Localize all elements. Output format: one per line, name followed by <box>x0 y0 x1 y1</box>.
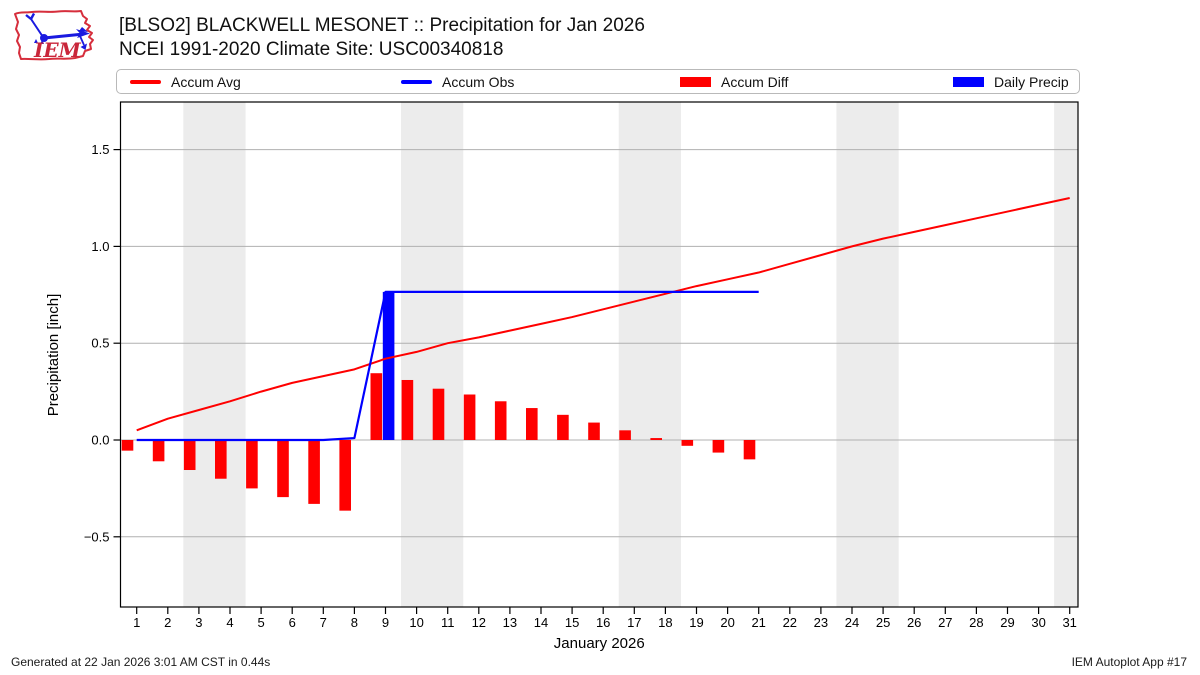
svg-text:8: 8 <box>351 615 358 630</box>
accum-diff-bar-swatch <box>680 76 711 87</box>
y-axis-label: Precipitation [inch] <box>45 294 62 417</box>
svg-text:19: 19 <box>689 615 703 630</box>
svg-text:26: 26 <box>907 615 921 630</box>
svg-text:15: 15 <box>565 615 579 630</box>
svg-text:4: 4 <box>226 615 233 630</box>
svg-text:14: 14 <box>534 615 548 630</box>
svg-text:28: 28 <box>969 615 983 630</box>
svg-text:30: 30 <box>1031 615 1045 630</box>
legend-label: Accum Diff <box>721 73 789 90</box>
daily-precip-bar-swatch <box>953 76 984 87</box>
svg-text:0.0: 0.0 <box>91 433 109 448</box>
svg-text:1.5: 1.5 <box>91 142 109 157</box>
svg-text:21: 21 <box>751 615 765 630</box>
x-axis-ticks: 1 2 3 4 5 6 7 8 9 10 11 12 13 14 15 16 17 18 19 20 21 22 23 24 2… <box>133 607 1077 630</box>
svg-text:11: 11 <box>441 615 455 630</box>
weather-vane-icon <box>25 12 90 50</box>
svg-text:18: 18 <box>658 615 672 630</box>
accum-avg-line <box>136 197 1070 432</box>
accum-obs-line <box>136 290 759 442</box>
iem-logo-graphic: IEM <box>14 10 94 62</box>
svg-text:3: 3 <box>195 615 202 630</box>
x-axis-label: January 2026 <box>554 635 645 652</box>
chart-legend: Accum Avg Accum Obs Accum Diff Daily Pre… <box>116 69 1080 94</box>
legend-label: Daily Precip <box>994 73 1069 90</box>
generated-timestamp: Generated at 22 Jan 2026 3:01 AM CST in … <box>11 655 271 669</box>
svg-text:7: 7 <box>320 615 327 630</box>
svg-text:20: 20 <box>720 615 734 630</box>
accum-avg-line-swatch <box>130 79 161 84</box>
svg-text:29: 29 <box>1000 615 1014 630</box>
gridlines <box>120 149 1078 538</box>
svg-text:2: 2 <box>164 615 171 630</box>
svg-text:0.5: 0.5 <box>91 336 109 351</box>
accum-diff-bars <box>121 373 756 511</box>
svg-text:1.0: 1.0 <box>91 239 109 254</box>
svg-text:10: 10 <box>409 615 423 630</box>
iem-logo-text: IEM <box>33 38 82 62</box>
daily-precip-bars <box>382 291 395 440</box>
svg-text:6: 6 <box>289 615 296 630</box>
accum-obs-line-swatch <box>401 79 432 84</box>
legend-item-accum-diff: Accum Diff <box>680 70 788 93</box>
legend-label: Accum Obs <box>442 73 515 90</box>
svg-text:12: 12 <box>472 615 486 630</box>
svg-text:31: 31 <box>1062 615 1076 630</box>
weekend-bands <box>183 102 1078 607</box>
svg-text:23: 23 <box>814 615 828 630</box>
svg-text:27: 27 <box>938 615 952 630</box>
svg-text:22: 22 <box>783 615 797 630</box>
svg-text:1: 1 <box>133 615 140 630</box>
chart-subtitle: NCEI 1991-2020 Climate Site: USC00340818 <box>119 39 504 60</box>
legend-item-accum-avg: Accum Avg <box>130 70 241 93</box>
svg-text:5: 5 <box>257 615 264 630</box>
iem-logo: IEM <box>8 5 104 65</box>
chart-title: [BLSO2] BLACKWELL MESONET :: Precipitati… <box>119 15 645 36</box>
svg-text:13: 13 <box>503 615 517 630</box>
svg-text:−0.5: −0.5 <box>84 529 110 544</box>
svg-text:17: 17 <box>627 615 641 630</box>
svg-text:25: 25 <box>876 615 890 630</box>
title-block: [BLSO2] BLACKWELL MESONET :: Precipitati… <box>119 14 645 62</box>
plot-frame <box>119 101 1079 608</box>
autoplot-app-credit: IEM Autoplot App #17 <box>1071 655 1187 669</box>
legend-item-accum-obs: Accum Obs <box>401 70 514 93</box>
legend-label: Accum Avg <box>171 73 241 90</box>
svg-text:24: 24 <box>845 615 859 630</box>
y-axis-ticks: −0.5 0.0 0.5 1.0 1.5 <box>84 142 121 544</box>
legend-item-daily-precip: Daily Precip <box>953 70 1069 93</box>
svg-text:16: 16 <box>596 615 610 630</box>
svg-text:9: 9 <box>382 615 389 630</box>
